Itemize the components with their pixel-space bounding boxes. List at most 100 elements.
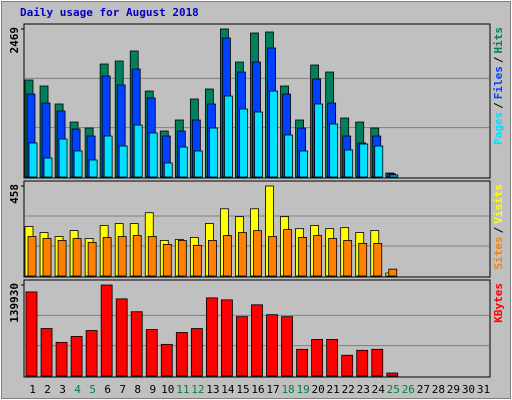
bar [178,146,188,178]
x-tick-label: 5 [89,383,96,396]
bar [100,284,113,377]
bar [283,229,292,277]
bar [224,95,233,178]
bar [388,268,398,277]
bar [25,291,38,377]
bar [88,159,98,178]
legend-entry: Visits [492,184,505,224]
legend: Pages / Files / Hits [492,27,505,145]
bar [102,237,112,277]
bar [42,238,52,277]
legend: Sites / Visits [492,184,505,270]
bar [223,235,232,277]
bar [145,329,158,377]
bar [163,162,173,178]
legend-entry: KBytes [492,283,505,323]
bar [268,236,277,277]
bar [72,238,82,277]
x-tick-label: 6 [104,383,111,396]
chart-title: Daily usage for August 2018 [20,6,199,19]
bar [239,108,248,178]
bar [251,304,263,377]
bar [371,348,384,377]
bar [344,149,354,178]
bar [70,336,83,377]
bar [130,311,143,377]
bar [326,339,339,377]
bar [311,339,324,377]
bar [284,134,293,178]
bar [133,124,143,178]
bar [40,328,53,377]
x-tick-label: 9 [149,383,156,396]
bar [389,174,399,178]
x-tick-label: 28 [432,383,445,396]
x-tick-label: 8 [134,383,141,396]
x-tick-label: 13 [206,383,219,396]
bar [373,242,383,277]
bar [296,348,308,377]
bar [314,103,324,178]
x-tick-label: 11 [176,383,189,396]
bar [85,330,98,377]
bar [254,111,263,178]
x-tick-label: 17 [266,383,279,396]
x-tick-label: 29 [447,383,460,396]
x-tick-label: 15 [236,383,249,396]
bar [374,145,384,178]
x-tick-label: 18 [281,383,294,396]
bar [341,354,354,377]
x-tick-label: 7 [119,383,126,396]
bar [208,127,218,178]
bar [238,232,247,277]
bar [58,138,68,178]
bar [160,343,173,377]
bar [193,150,203,178]
bar [27,236,37,277]
y-tick-label: 458 [8,184,21,204]
bar [253,230,262,277]
bar [103,135,113,178]
x-tick-label: 19 [296,383,309,396]
x-tick-label: 30 [462,383,475,396]
bar [299,150,308,178]
x-tick-label: 1 [29,383,36,396]
bar [192,244,202,277]
bar [298,237,307,277]
x-tick-label: 27 [417,383,430,396]
legend-separator: / [492,102,505,109]
legend-entry: Sites [492,236,505,269]
x-tick-label: 26 [402,383,415,396]
x-tick-label: 20 [312,383,325,396]
bar [236,316,248,377]
bar [313,235,323,277]
bar [115,298,128,377]
x-tick-label: 24 [372,383,386,396]
bar [162,243,172,277]
bar [175,332,188,377]
bar [55,341,68,377]
bar [386,372,399,377]
bar [343,240,353,277]
x-tick-label: 22 [342,383,355,396]
legend-separator: / [492,226,505,233]
legend-separator: / [492,56,505,63]
legend: KBytes [492,283,505,323]
x-tick-label: 12 [191,383,204,396]
bar [148,132,158,178]
y-tick-label: 139930 [8,283,21,323]
bar [266,314,278,377]
bar [177,240,187,277]
bar [117,236,127,277]
bar [356,349,369,377]
bar [281,316,293,377]
bar [190,328,203,377]
x-tick-label: 14 [221,383,235,396]
bar [57,240,67,277]
legend-entry: Pages [492,112,505,145]
y-tick-label: 2469 [8,27,21,54]
bar [329,123,339,178]
legend-entry: Hits [492,27,505,54]
